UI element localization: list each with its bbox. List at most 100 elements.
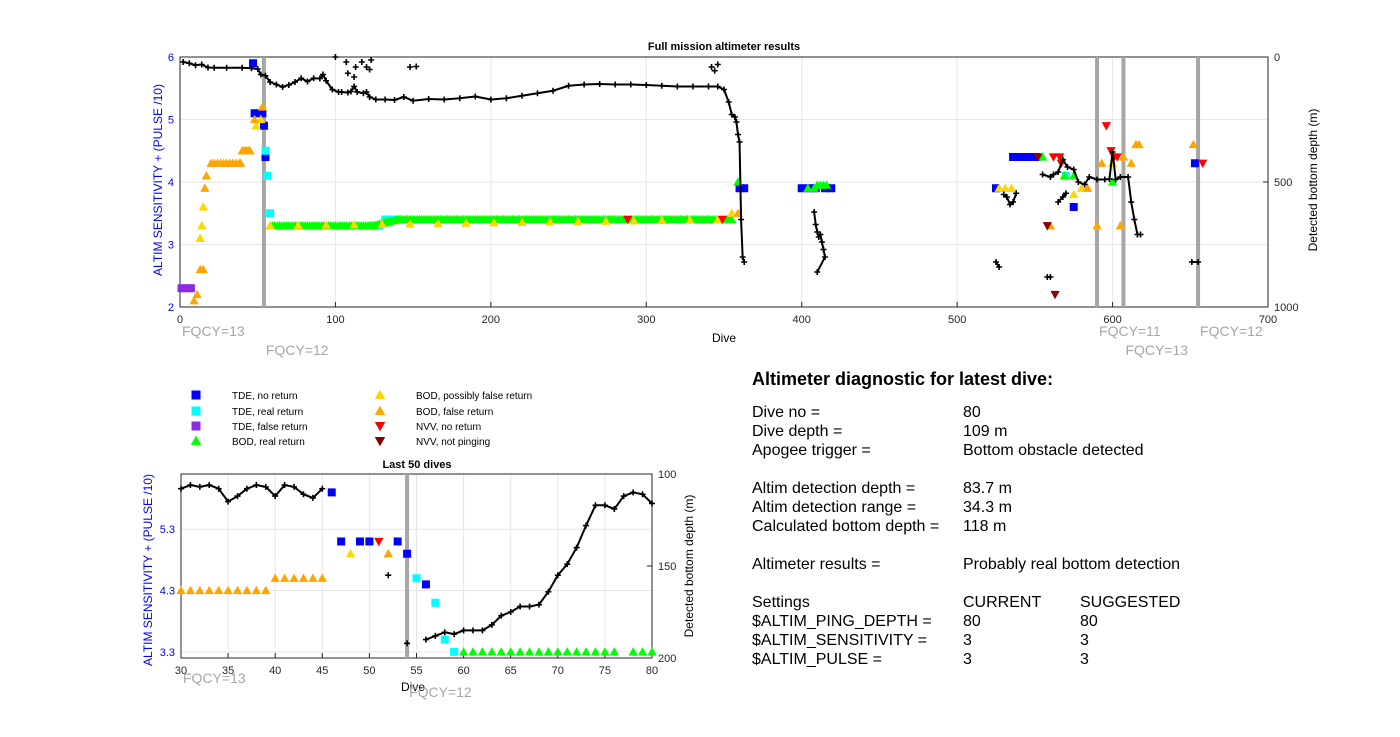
- y-tick-label-left: 3.3: [160, 647, 175, 659]
- bottom-depth-point: [1106, 176, 1113, 182]
- bod-possibly-false-return-marker: [461, 218, 471, 227]
- bod-possibly-false-return-marker: [256, 114, 266, 124]
- bottom-depth-point: [1047, 174, 1054, 180]
- bottom-depth-point: [711, 67, 718, 74]
- x-tick-label: 30: [175, 665, 187, 677]
- bottom-depth-point: [535, 601, 542, 608]
- bottom-depth-point: [822, 254, 829, 260]
- legend-bod-possibly-false-return-marker: [374, 389, 386, 400]
- x-tick-label: 45: [316, 665, 328, 677]
- tde-no-return-marker: [1015, 153, 1024, 161]
- bod-false-return-marker: [192, 289, 202, 299]
- bod-false-return-marker: [261, 585, 271, 595]
- bottom-depth-point: [817, 231, 824, 238]
- bottom-depth-point: [545, 588, 552, 595]
- bottom-depth-point: [565, 82, 572, 89]
- ping-depth-suggested: 80: [1080, 613, 1098, 630]
- bottom-depth-point: [472, 93, 479, 100]
- fqcy-label: FQCY=12: [266, 342, 329, 358]
- x-tick-label: 60: [457, 665, 469, 677]
- legend-tde-false-return-label: TDE, false return: [232, 422, 308, 433]
- bottom-depth-point: [1047, 274, 1054, 280]
- bottom-depth-point: [649, 500, 655, 507]
- detection-range-value: 34.3 m: [963, 499, 1012, 516]
- bottom-depth-point: [739, 254, 746, 260]
- nvv-no-return-marker: [717, 215, 728, 225]
- bottom-depth-point: [1125, 174, 1132, 180]
- bottom-depth-point: [674, 83, 681, 90]
- bod-false-return-marker: [185, 585, 196, 595]
- x-tick-label: 80: [646, 665, 658, 677]
- right-y-axis-label-last-50: Detected bottom depth (m): [682, 495, 696, 638]
- tde-real-return-marker: [261, 146, 270, 155]
- bottom-depth-point: [347, 88, 354, 95]
- bottom-depth-point: [279, 84, 286, 90]
- bod-real-return-marker: [821, 180, 832, 189]
- bottom-depth-point: [736, 139, 743, 145]
- bottom-depth-point: [351, 83, 358, 90]
- bottom-depth-point: [410, 97, 417, 104]
- tde-no-return-marker: [1027, 153, 1036, 161]
- nvv-no-return-marker: [1112, 153, 1122, 162]
- bottom-depth-point: [526, 603, 533, 610]
- fqcy-label: FQCY=12: [409, 684, 472, 700]
- bottom-depth-point: [630, 489, 637, 496]
- tde-no-return-marker: [992, 184, 1000, 193]
- bod-false-return-marker: [251, 585, 261, 595]
- bottom-depth-point: [627, 81, 634, 88]
- bottom-depth-point: [507, 609, 514, 615]
- y-tick-label-left: 6: [168, 52, 174, 64]
- bod-real-return-marker: [562, 647, 572, 656]
- bod-false-return-marker: [195, 585, 205, 595]
- bottom-depth-point: [814, 229, 821, 235]
- tde-no-return-marker: [797, 184, 806, 193]
- dive-depth-value: 109 m: [963, 423, 1008, 440]
- bottom-depth-point: [366, 66, 373, 73]
- calc-bottom-value: 118 m: [963, 518, 1007, 535]
- bottom-depth-point: [300, 491, 307, 498]
- bod-false-return-marker: [1118, 152, 1129, 161]
- bottom-depth-point: [441, 629, 448, 636]
- bottom-depth-point: [1081, 181, 1088, 188]
- legend-bod-false-return-label: BOD, false return: [416, 407, 493, 418]
- bottom-depth-point: [351, 74, 358, 80]
- bottom-depth-point: [234, 493, 241, 500]
- tde-no-return-marker: [1021, 153, 1030, 161]
- bod-possibly-false-return-marker: [657, 215, 667, 225]
- bod-real-return-marker: [572, 647, 582, 656]
- pulse-suggested: 3: [1080, 651, 1089, 668]
- sensitivity-label: $ALTIM_SENSITIVITY =: [752, 632, 928, 649]
- bod-real-return-marker: [628, 647, 638, 656]
- bottom-depth-point: [456, 95, 463, 102]
- bottom-depth-point: [204, 64, 211, 71]
- bottom-depth-point: [344, 89, 351, 96]
- bod-possibly-false-return-marker: [321, 220, 331, 229]
- bod-possibly-false-return-marker: [293, 220, 303, 229]
- tde-no-return-marker: [421, 580, 430, 589]
- bottom-depth-point: [382, 96, 389, 103]
- bottom-depth-point: [738, 216, 745, 223]
- bottom-depth-point: [460, 627, 467, 634]
- ping-depth-row: $ALTIM_PING_DEPTH = 80 80: [752, 612, 1392, 631]
- bottom-depth-point: [316, 75, 323, 82]
- bod-false-return-marker: [270, 573, 280, 582]
- bod-real-return-marker: [803, 183, 813, 192]
- calc-bottom-row: Calculated bottom depth = 118 m: [752, 517, 1392, 536]
- bod-possibly-false-return-marker: [1076, 183, 1087, 192]
- bottom-depth-point: [451, 631, 458, 638]
- tde-no-return-marker: [827, 184, 836, 193]
- bottom-depth-point: [215, 485, 222, 492]
- bod-possibly-false-return-marker: [197, 220, 207, 230]
- bod-false-return-marker: [242, 585, 252, 595]
- bottom-depth-point: [731, 114, 738, 120]
- y-tick-label-left: 4.3: [160, 586, 175, 598]
- bod-possibly-false-return-marker: [629, 216, 639, 225]
- bod-false-return-marker: [1092, 220, 1102, 230]
- bottom-depth-point: [721, 86, 727, 93]
- tde-no-return-marker: [1009, 153, 1018, 161]
- bod-false-return-marker: [317, 573, 327, 582]
- bod-false-return-marker: [298, 573, 309, 582]
- fqcy-label: FQCY=12: [1200, 323, 1263, 339]
- bottom-depth-point: [272, 493, 279, 500]
- bod-real-return-marker: [637, 647, 648, 656]
